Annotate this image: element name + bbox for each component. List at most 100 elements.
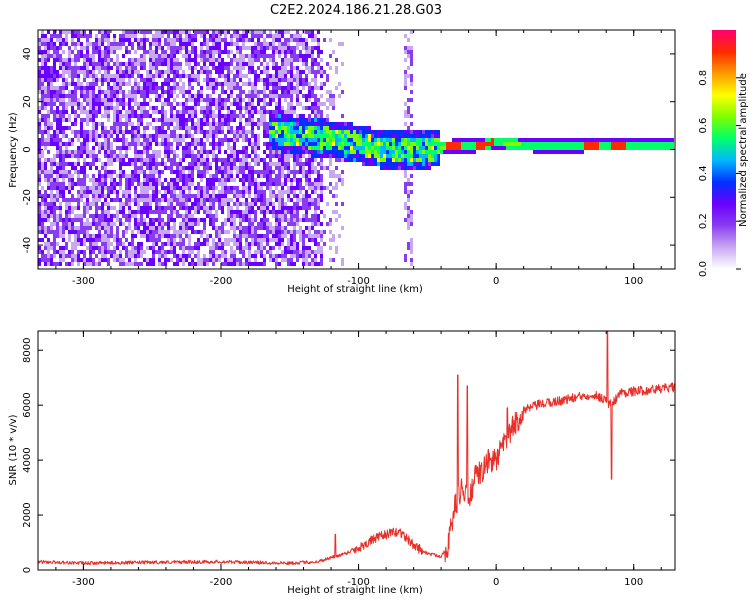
heatmap-cell — [80, 198, 83, 202]
heatmap-cell — [215, 146, 218, 150]
heatmap-cell — [239, 58, 242, 62]
heatmap-cell — [602, 138, 605, 142]
heatmap-cell — [197, 238, 200, 242]
heatmap-cell — [302, 138, 305, 142]
heatmap-cell — [119, 62, 122, 66]
heatmap-cell — [212, 206, 215, 210]
heatmap-cell — [71, 222, 74, 226]
heatmap-cell — [290, 182, 293, 186]
heatmap-cell — [38, 82, 41, 86]
heatmap-cell — [272, 54, 275, 58]
heatmap-cell — [542, 142, 545, 146]
heatmap-cell — [161, 134, 164, 138]
heatmap-cell — [275, 262, 278, 266]
heatmap-cell — [170, 158, 173, 162]
heatmap-cell — [161, 158, 164, 162]
heatmap-cell — [467, 138, 470, 142]
heatmap-cell — [101, 102, 104, 106]
heatmap-cell — [425, 154, 428, 158]
heatmap-cell — [458, 150, 461, 154]
heatmap-cell — [140, 254, 143, 258]
heatmap-cell — [341, 158, 344, 162]
heatmap-cell — [152, 194, 155, 198]
heatmap-cell — [263, 150, 266, 154]
heatmap-cell — [548, 142, 551, 146]
heatmap-cell — [209, 62, 212, 66]
heatmap-cell — [320, 246, 323, 250]
heatmap-cell — [191, 94, 194, 98]
heatmap-cell — [53, 138, 56, 142]
heatmap-cell — [125, 70, 128, 74]
heatmap-cell — [83, 194, 86, 198]
heatmap-cell — [215, 174, 218, 178]
heatmap-cell — [47, 182, 50, 186]
heatmap-cell — [236, 170, 239, 174]
heatmap-cell — [440, 146, 443, 150]
heatmap-cell — [332, 130, 335, 134]
heatmap-cell — [560, 150, 563, 154]
heatmap-cell — [404, 50, 407, 54]
heatmap-cell — [161, 34, 164, 38]
heatmap-cell — [155, 242, 158, 246]
heatmap-cell — [230, 82, 233, 86]
heatmap-cell — [68, 250, 71, 254]
heatmap-cell — [158, 246, 161, 250]
heatmap-cell — [260, 182, 263, 186]
heatmap-cell — [413, 146, 416, 150]
heatmap-cell — [188, 42, 191, 46]
heatmap-cell — [224, 182, 227, 186]
heatmap-cell — [203, 98, 206, 102]
heatmap-cell — [302, 86, 305, 90]
heatmap-cell — [68, 46, 71, 50]
heatmap-cell — [260, 194, 263, 198]
heatmap-cell — [44, 190, 47, 194]
heatmap-cell — [245, 206, 248, 210]
heatmap-cell — [302, 126, 305, 130]
heatmap-cell — [89, 226, 92, 230]
heatmap-cell — [245, 150, 248, 154]
heatmap-cell — [95, 158, 98, 162]
heatmap-cell — [44, 122, 47, 126]
heatmap-cell — [404, 134, 407, 138]
heatmap-cell — [317, 70, 320, 74]
heatmap-cell — [89, 94, 92, 98]
heatmap-cell — [110, 142, 113, 146]
heatmap-cell — [86, 258, 89, 262]
heatmap-cell — [284, 214, 287, 218]
heatmap-cell — [224, 34, 227, 38]
heatmap-cell — [158, 206, 161, 210]
heatmap-cell — [245, 46, 248, 50]
heatmap-cell — [263, 222, 266, 226]
heatmap-cell — [224, 90, 227, 94]
heatmap-cell — [242, 58, 245, 62]
heatmap-cell — [329, 170, 332, 174]
heatmap-cell — [191, 134, 194, 138]
heatmap-cell — [197, 138, 200, 142]
heatmap-cell — [209, 50, 212, 54]
heatmap-cell — [38, 210, 41, 214]
heatmap-cell — [254, 214, 257, 218]
heatmap-cell — [128, 42, 131, 46]
heatmap-cell — [98, 106, 101, 110]
heatmap-cell — [119, 114, 122, 118]
heatmap-cell — [317, 114, 320, 118]
heatmap-cell — [308, 158, 311, 162]
heatmap-cell — [125, 118, 128, 122]
heatmap-cell — [227, 198, 230, 202]
heatmap-cell — [278, 98, 281, 102]
heatmap-cell — [245, 214, 248, 218]
heatmap-cell — [104, 94, 107, 98]
heatmap-cell — [104, 134, 107, 138]
heatmap-cell — [317, 150, 320, 154]
heatmap-cell — [269, 102, 272, 106]
heatmap-cell — [254, 194, 257, 198]
heatmap-cell — [50, 210, 53, 214]
heatmap-cell — [242, 202, 245, 206]
heatmap-cell — [263, 30, 266, 34]
heatmap-cell — [47, 50, 50, 54]
heatmap-cell — [206, 78, 209, 82]
heatmap-cell — [404, 138, 407, 142]
heatmap-cell — [284, 182, 287, 186]
heatmap-cell — [503, 142, 506, 146]
heatmap-cell — [92, 78, 95, 82]
